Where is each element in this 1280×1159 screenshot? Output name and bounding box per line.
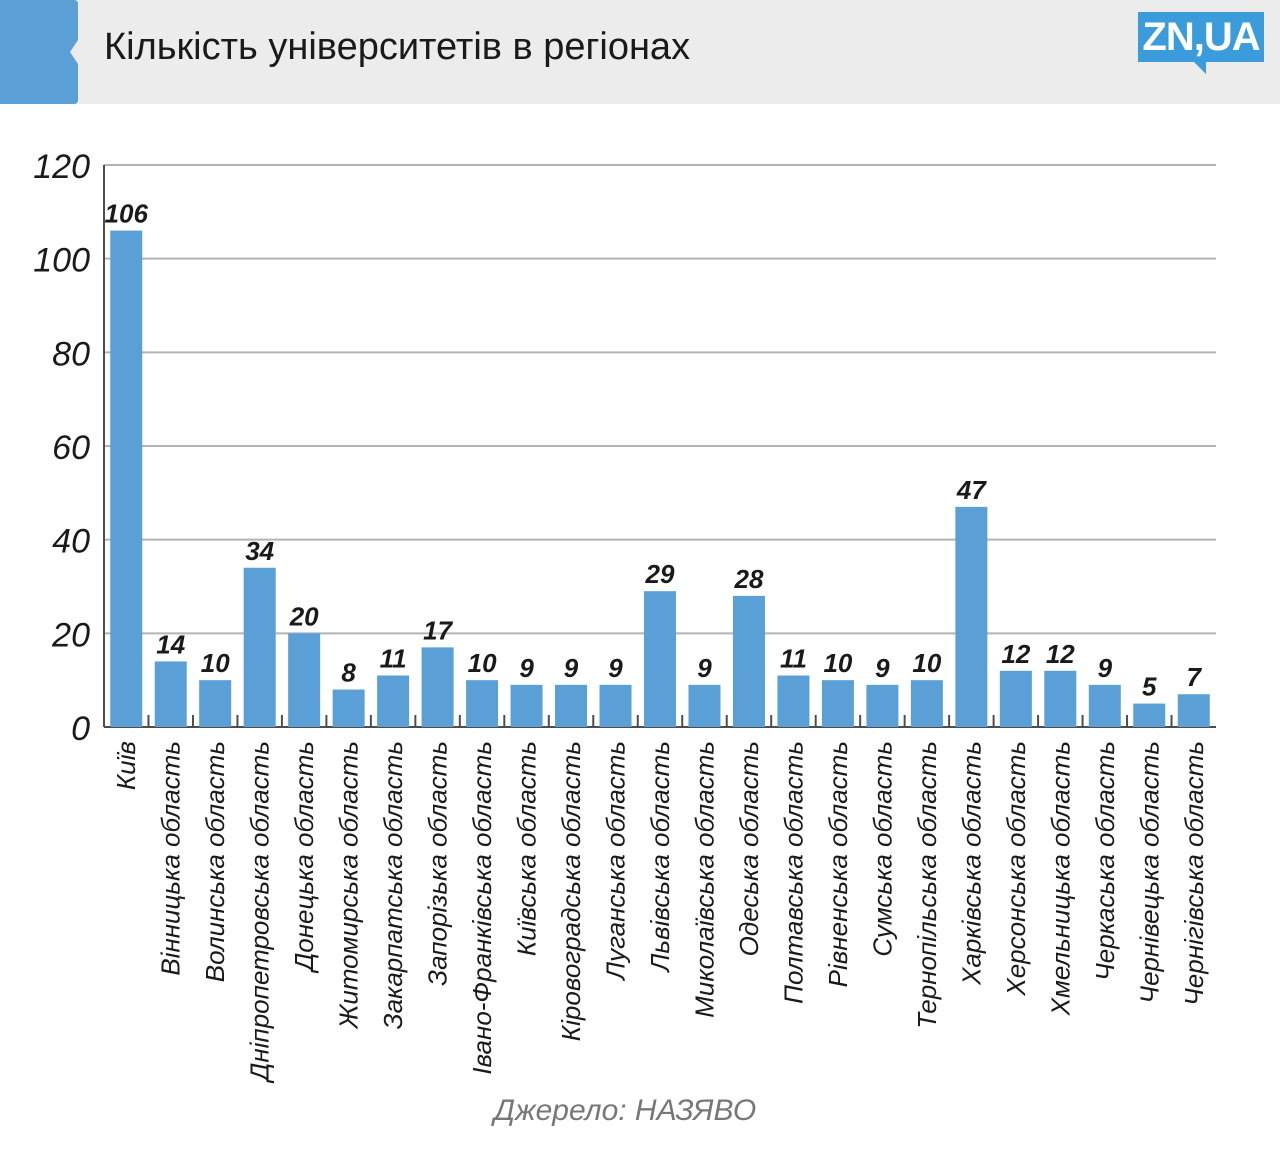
bar [821,680,854,727]
data-label: 12 [1046,639,1075,669]
category-label: Донецька область [289,741,319,974]
bar [1044,670,1077,727]
category-label: Сумська область [867,741,897,957]
y-tick-label: 60 [52,429,90,467]
bar [510,684,543,727]
page-title: Кількість університетів в регіонах [104,26,691,68]
y-tick-label: 80 [52,335,90,373]
category-label: Полтавська область [778,741,808,1004]
data-label: 11 [780,643,807,673]
data-label: 5 [1142,672,1157,702]
bar [1177,694,1210,727]
y-tick-label: 40 [52,523,90,561]
category-label: Херсонська область [1001,741,1031,997]
category-label: Тернопільська область [912,741,942,1029]
category-label: Рівненська область [823,741,853,987]
category-label: Волинська область [200,741,230,982]
category-label: Вінницька область [156,741,186,976]
category-label: Луганська область [601,741,631,982]
data-label: 17 [423,615,453,645]
accent-tab [0,0,78,104]
data-label: 10 [823,648,852,678]
bar [866,684,899,727]
y-tick-label: 0 [71,710,90,748]
category-label: Одеська область [734,741,764,956]
bar [999,670,1032,727]
bar [910,680,943,727]
bar [288,633,321,727]
category-label: Чернівецька область [1134,741,1164,1003]
category-label: Запорізька область [423,741,453,986]
data-label: 14 [156,629,185,659]
category-label: Чернігівська область [1179,741,1209,1006]
category-label: Житомирська область [334,741,364,1030]
category-label: Дніпропетровська область [245,741,275,1084]
bar [777,675,810,727]
bar-chart: 0 20 40 60 80 100 120 106 Київ 14 Вінницька област… [33,148,1216,1084]
source-note: Джерело: НАЗЯВО [493,1094,757,1127]
bar [243,567,276,727]
logo-box [1138,12,1264,62]
data-label: 20 [289,601,319,631]
data-label: 10 [201,648,230,678]
data-label: 34 [245,536,274,566]
data-label: 10 [468,648,497,678]
bar [1088,684,1121,727]
y-tick-label: 100 [33,242,90,280]
data-label: 47 [956,475,987,505]
data-label: 7 [1187,662,1203,692]
category-label: Львівська область [645,741,675,973]
category-label: Кіровоградська область [556,741,586,1041]
y-tick-label: 120 [33,148,90,186]
data-label: 11 [380,643,407,673]
category-label: Івано-Франківська область [467,741,497,1075]
bar [555,684,588,727]
zn-ua-logo: ZN,UA [1138,12,1264,74]
data-label: 9 [608,653,623,683]
data-label: 9 [697,653,712,683]
category-label: Київська область [512,741,542,956]
bar [599,684,632,727]
bar [466,680,499,727]
data-label: 10 [912,648,941,678]
bar [644,591,676,727]
data-label: 8 [341,658,356,688]
bar [377,675,410,727]
bar [199,680,232,727]
bar [421,647,454,727]
category-label: Київ [111,741,141,790]
bar [955,506,988,727]
category-label: Черкаська область [1090,741,1120,981]
category-label: Хмельницька область [1045,741,1075,1016]
data-label: 28 [733,564,763,594]
bar [332,689,365,727]
logo-tail [1194,62,1206,74]
header-bar: Кількість університетів в регіонах ZN,UA [0,0,1280,104]
bar [732,595,765,727]
logo-text: ZN,UA [1142,15,1260,59]
category-label: Миколаївська область [689,741,719,1018]
data-label: 106 [105,199,149,229]
data-label: 9 [519,653,534,683]
bar [1133,703,1166,727]
bar [154,661,187,727]
category-label: Закарпатська область [378,741,408,1029]
data-label: 9 [564,653,579,683]
y-tick-label: 20 [51,616,90,654]
data-label: 9 [875,653,890,683]
data-label: 29 [645,559,675,589]
bar [688,684,721,727]
category-label: Харківська область [956,741,986,986]
data-label: 9 [1098,653,1113,683]
bar [110,230,143,728]
data-label: 12 [1001,639,1030,669]
